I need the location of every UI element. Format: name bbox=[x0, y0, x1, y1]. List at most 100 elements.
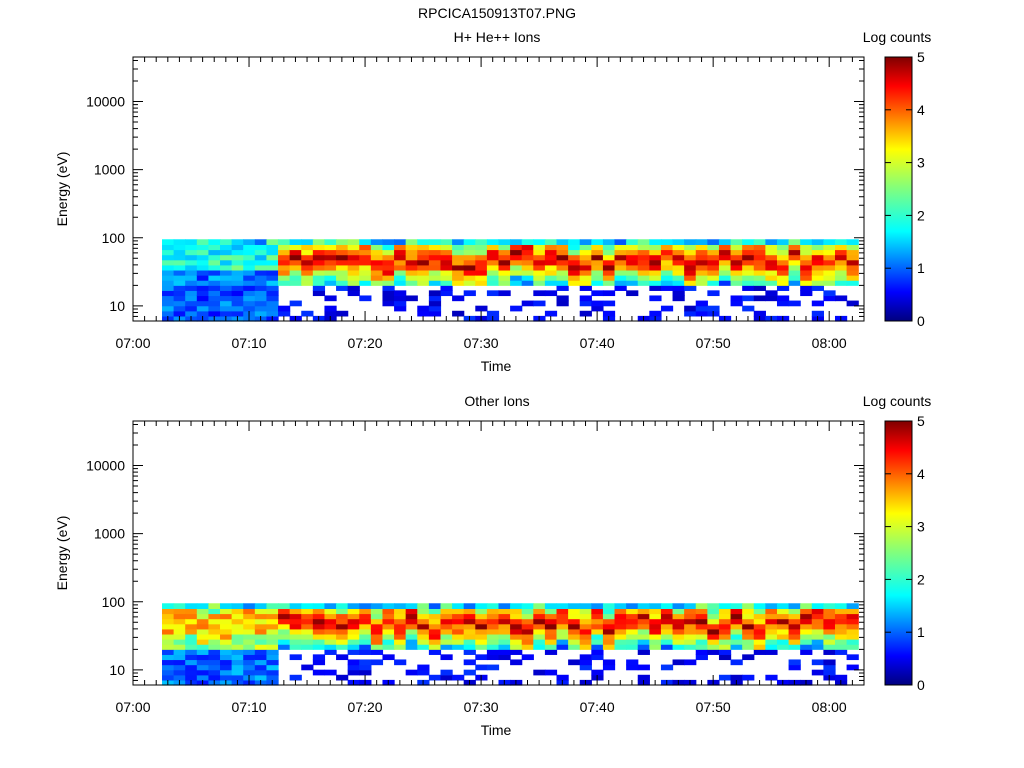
spectrogram-cell bbox=[834, 239, 848, 245]
spectrogram-cell bbox=[660, 244, 674, 251]
spectrogram-cell bbox=[185, 649, 198, 655]
spectrogram-cell bbox=[626, 239, 639, 245]
spectrogram-cell bbox=[289, 264, 302, 271]
spectrogram-cell bbox=[811, 644, 824, 650]
spectrogram-cell bbox=[753, 295, 766, 302]
spectrogram-cell bbox=[440, 669, 453, 676]
spectrogram-cell bbox=[776, 259, 790, 266]
spectrogram-cell bbox=[347, 618, 360, 625]
spectrogram-cell bbox=[266, 254, 279, 261]
spectrogram-cell bbox=[800, 623, 813, 630]
spectrogram-cell bbox=[475, 264, 488, 271]
spectrogram-cell bbox=[591, 633, 604, 640]
spectrogram-cell bbox=[498, 618, 511, 625]
spectrogram-cell bbox=[753, 269, 766, 276]
spectrogram-cell bbox=[579, 608, 592, 615]
spectrogram-cell bbox=[672, 639, 685, 645]
spectrogram-cell bbox=[510, 608, 523, 615]
spectrogram-cell bbox=[162, 244, 175, 251]
spectrogram-cell bbox=[452, 264, 465, 271]
spectrogram-cell bbox=[510, 244, 523, 251]
spectrogram-cell bbox=[649, 618, 662, 625]
spectrogram-cell bbox=[324, 244, 337, 251]
spectrogram-cell bbox=[776, 613, 790, 620]
spectrogram-cell bbox=[359, 295, 372, 302]
spectrogram-cell bbox=[173, 285, 186, 291]
spectrogram-cell bbox=[347, 603, 360, 609]
spectrogram-cell bbox=[510, 305, 523, 312]
spectrogram-cell bbox=[254, 654, 268, 661]
spectrogram-cell bbox=[359, 244, 372, 251]
spectrogram-cell bbox=[196, 249, 210, 256]
spectrogram-cell bbox=[312, 285, 326, 291]
spectrogram-cell bbox=[579, 623, 592, 630]
spectrogram-cell bbox=[208, 664, 221, 671]
colorbar bbox=[884, 420, 913, 686]
spectrogram-cell bbox=[185, 300, 198, 307]
spectrogram-cell bbox=[533, 603, 546, 609]
spectrogram-cell bbox=[637, 633, 650, 640]
spectrogram-cell bbox=[254, 674, 268, 681]
spectrogram-cell bbox=[394, 295, 407, 302]
spectrogram-cell bbox=[347, 659, 360, 666]
spectrogram-cell bbox=[707, 259, 720, 266]
spectrogram-cell bbox=[579, 295, 592, 302]
spectrogram-cell bbox=[753, 644, 766, 650]
spectrogram-cell bbox=[475, 628, 488, 635]
spectrogram-cell bbox=[718, 239, 732, 245]
spectrogram-cell bbox=[498, 244, 511, 251]
spectrogram-cell bbox=[637, 674, 650, 681]
spectrogram-cell bbox=[626, 280, 639, 286]
spectrogram-cell bbox=[336, 280, 349, 286]
spectrogram-cell bbox=[730, 618, 743, 625]
spectrogram-cell bbox=[463, 613, 476, 620]
spectrogram-cell bbox=[208, 275, 221, 281]
spectrogram-cell bbox=[672, 623, 685, 630]
spectrogram-cell bbox=[765, 259, 778, 266]
spectrogram-cell bbox=[718, 259, 732, 266]
spectrogram-cell bbox=[800, 280, 813, 286]
spectrogram-cell bbox=[243, 305, 256, 312]
colorbar-ticks: 0 1 2 3 4 5 bbox=[885, 413, 925, 693]
spectrogram-cell bbox=[382, 290, 395, 297]
spectrogram-cell bbox=[185, 275, 198, 281]
spectrogram-cell bbox=[220, 608, 233, 615]
spectrogram-cell bbox=[220, 264, 233, 271]
spectrogram-cell bbox=[289, 244, 302, 251]
spectrogram-cell bbox=[521, 264, 534, 271]
spectrogram-cell bbox=[823, 269, 836, 276]
spectrogram-cell bbox=[231, 269, 244, 276]
spectrogram-cell bbox=[707, 608, 720, 615]
spectrogram-cell bbox=[394, 254, 407, 261]
spectrogram-cell bbox=[220, 280, 233, 286]
spectrogram-cell bbox=[278, 305, 291, 312]
spectrogram-cell bbox=[556, 613, 569, 620]
spectrogram-cell bbox=[707, 239, 720, 245]
spectrogram-cell bbox=[486, 259, 500, 266]
spectrogram-cell bbox=[312, 613, 326, 620]
spectrogram-cell bbox=[486, 664, 500, 671]
spectrogram-cell bbox=[533, 633, 546, 640]
spectrogram-cell bbox=[591, 669, 604, 676]
spectrogram-cell bbox=[695, 310, 708, 317]
spectrogram-cell bbox=[278, 310, 291, 317]
spectrogram-cell bbox=[800, 649, 813, 655]
spectrogram-cell bbox=[776, 269, 790, 276]
spectrogram-cell bbox=[347, 649, 360, 655]
spectrogram-cell bbox=[834, 613, 848, 620]
spectrogram-cell bbox=[579, 264, 592, 271]
spectrogram-cell bbox=[231, 280, 244, 286]
spectrogram-cell bbox=[823, 649, 836, 655]
spectrogram-cell bbox=[591, 608, 604, 615]
spectrogram-cell bbox=[266, 280, 279, 286]
spectrogram-cell bbox=[579, 239, 592, 245]
spectrogram-cell bbox=[440, 623, 453, 630]
spectrogram-cell bbox=[672, 295, 685, 302]
spectrogram-cell bbox=[231, 613, 244, 620]
spectrogram-cell bbox=[486, 275, 500, 281]
spectrogram-cell bbox=[672, 290, 685, 297]
spectrogram-cell bbox=[568, 628, 581, 635]
spectrogram-cell bbox=[162, 608, 175, 615]
spectrogram-cell bbox=[765, 628, 778, 635]
spectrogram-cell bbox=[208, 295, 221, 302]
